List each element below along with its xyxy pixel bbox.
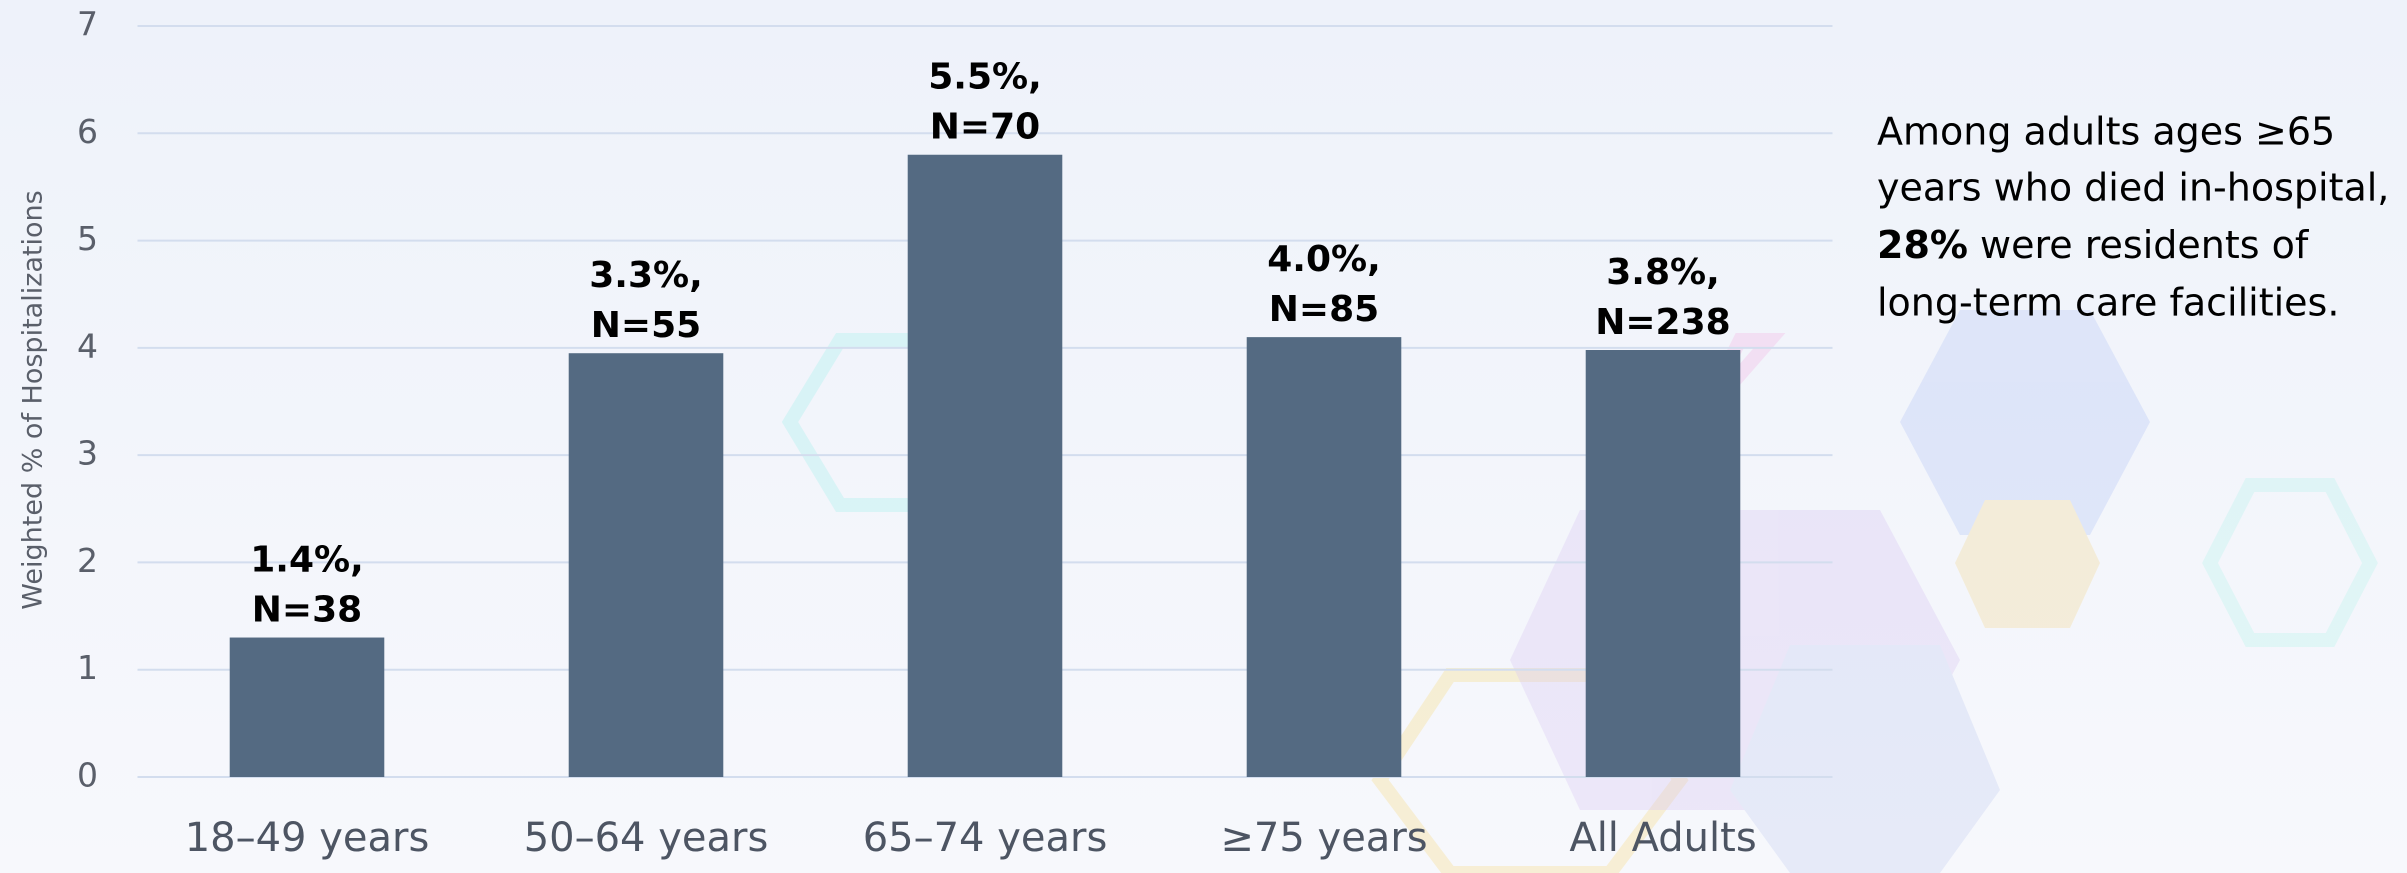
y-tick-label: 7	[77, 5, 98, 44]
data-label: 5.5%,	[928, 57, 1042, 98]
y-tick-label: 5	[77, 219, 98, 258]
x-tick-label: ≥75 years	[1220, 815, 1427, 861]
y-axis-title: Weighted % of Hospitalizations	[18, 190, 49, 609]
annotation: 28% were residents of	[1877, 223, 2310, 267]
x-tick-label: 65–74 years	[863, 815, 1108, 861]
annotation-bold: 28%	[1877, 223, 1968, 267]
data-label: 3.3%,	[589, 255, 703, 296]
annotation: long-term care facilities.	[1877, 281, 2339, 325]
x-tick-label: 18–49 years	[185, 815, 430, 861]
data-label: 3.8%,	[1606, 252, 1720, 293]
annotation: Among adults ages ≥65	[1877, 110, 2335, 154]
bar	[1246, 337, 1402, 777]
data-label: 1.4%,	[250, 540, 364, 581]
y-tick-label: 0	[77, 756, 98, 795]
y-tick-label: 4	[77, 326, 98, 365]
bar	[907, 154, 1063, 777]
data-label: N=55	[591, 305, 701, 346]
data-label: N=38	[252, 590, 362, 631]
data-label: 4.0%,	[1267, 239, 1381, 280]
annotation: years who died in-hospital,	[1877, 166, 2389, 210]
bar	[1585, 350, 1741, 777]
bar	[229, 637, 385, 777]
annotation: were residents of	[1968, 223, 2310, 267]
y-tick-label: 6	[77, 112, 98, 151]
y-tick-label: 1	[77, 648, 98, 687]
y-tick-label: 2	[77, 541, 98, 580]
x-tick-label: All Adults	[1569, 815, 1756, 861]
bar	[568, 353, 724, 777]
y-tick-label: 3	[77, 434, 98, 473]
data-label: N=85	[1269, 289, 1379, 330]
data-label: N=238	[1595, 302, 1730, 343]
x-tick-label: 50–64 years	[524, 815, 769, 861]
data-label: N=70	[930, 107, 1040, 148]
